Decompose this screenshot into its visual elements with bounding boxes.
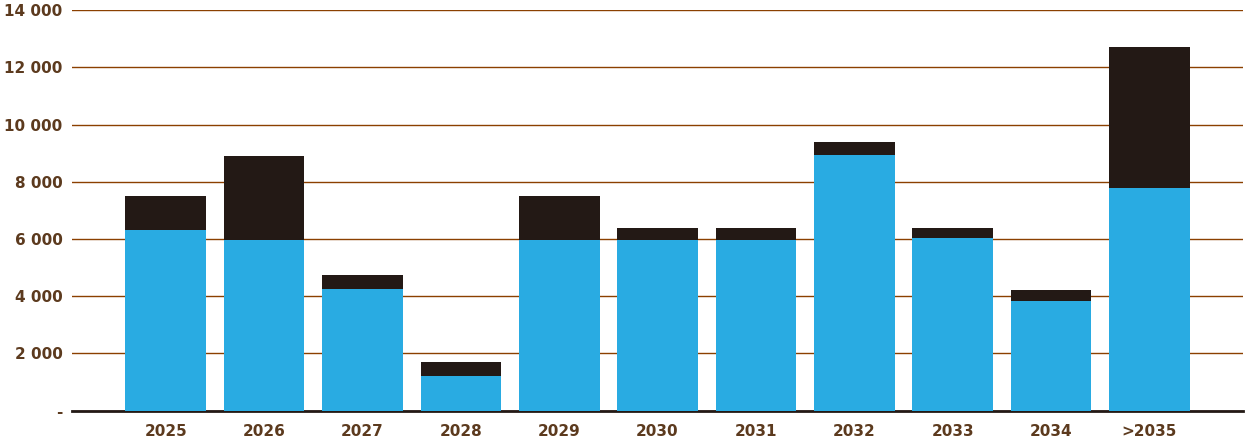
Bar [223,241,304,411]
Bar [1109,47,1190,187]
Bar [519,241,600,411]
Bar [814,155,894,411]
Bar [913,237,993,411]
Bar [1010,300,1091,411]
Bar [126,196,206,230]
Bar [814,142,894,155]
Bar [322,275,403,289]
Bar [1109,187,1190,411]
Bar [420,362,501,376]
Bar [519,196,600,241]
Bar [913,228,993,237]
Bar [716,241,797,411]
Bar [716,228,797,241]
Bar [617,228,698,241]
Bar [617,241,698,411]
Bar [223,156,304,241]
Bar [126,230,206,411]
Bar [322,289,403,411]
Bar [420,376,501,411]
Bar [1010,291,1091,300]
